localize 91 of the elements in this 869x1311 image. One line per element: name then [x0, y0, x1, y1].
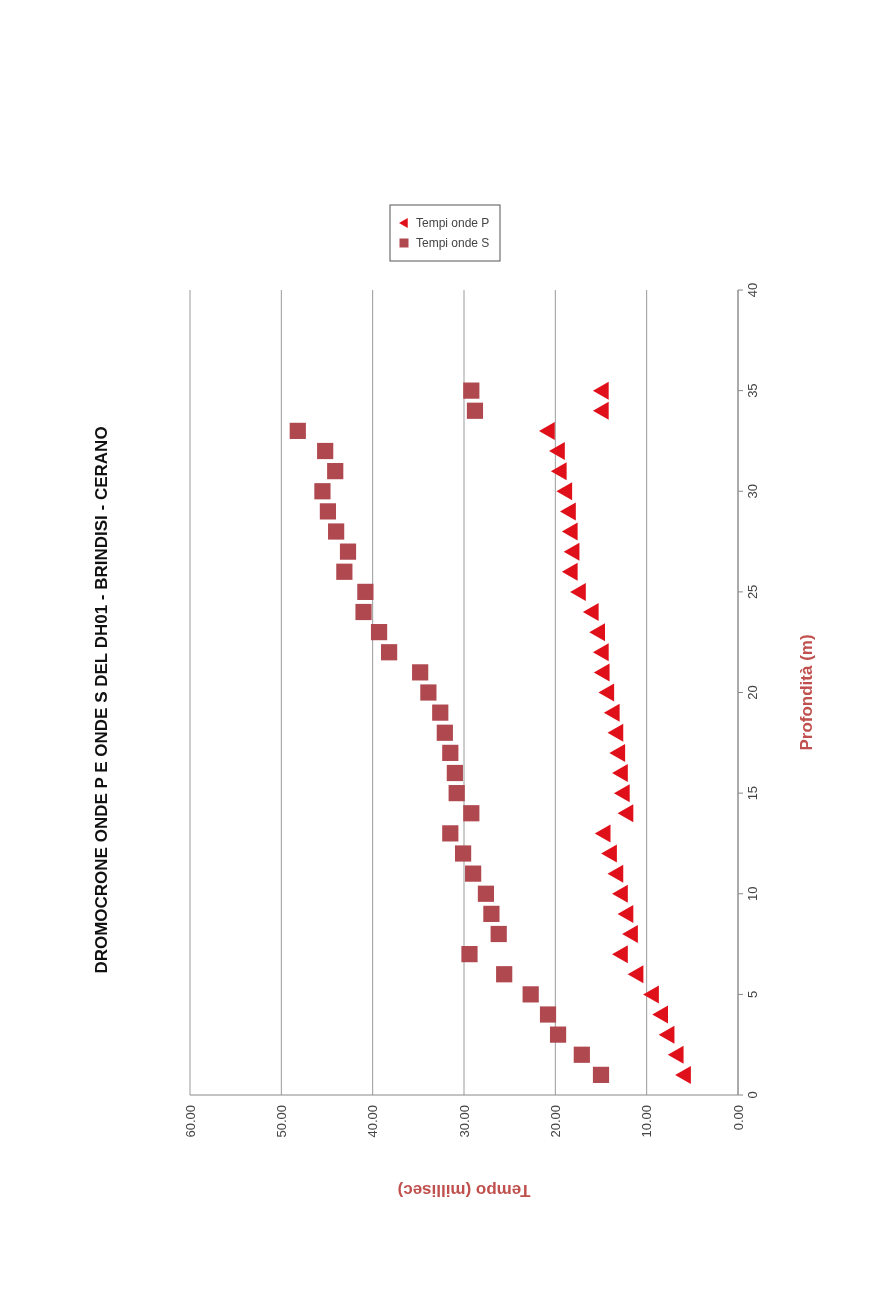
point: [658, 1025, 675, 1044]
point: [612, 764, 628, 782]
point: [328, 523, 345, 540]
x-tick-label: 30.00: [456, 1105, 472, 1138]
point: [357, 583, 374, 600]
x-tick-label: 10.00: [639, 1105, 655, 1138]
point: [609, 743, 626, 762]
point: [448, 785, 465, 802]
point: [454, 845, 472, 862]
point: [612, 945, 628, 964]
point: [592, 1066, 610, 1083]
point: [420, 684, 437, 701]
point: [446, 764, 463, 782]
point: [607, 864, 624, 883]
point: [598, 683, 615, 702]
point: [522, 986, 539, 1003]
point: [483, 905, 500, 922]
point: [339, 543, 357, 560]
point: [570, 582, 586, 601]
point: [607, 723, 624, 742]
y-tick-label: 10: [744, 886, 760, 901]
point: [652, 1005, 669, 1024]
y-axis-title: Profondità (m): [797, 634, 816, 751]
x-tick-label: 20.00: [547, 1105, 563, 1138]
y-tick-label: 30: [744, 484, 760, 499]
point: [465, 865, 482, 882]
point: [675, 1065, 691, 1084]
y-tick-label: 15: [744, 785, 760, 801]
point: [463, 805, 480, 822]
point: [539, 421, 555, 440]
point: [496, 966, 513, 983]
point: [592, 381, 609, 400]
point: [432, 704, 449, 721]
text: DROMOCRONE ONDE P E ONDE S DEL DH01 - BRINDISI - CERANO: [92, 426, 111, 974]
point: [381, 644, 398, 661]
point: [643, 985, 659, 1004]
legend-label: Tempi onde S: [416, 236, 490, 250]
point: [436, 724, 453, 741]
point: [314, 483, 331, 500]
point: [466, 402, 484, 419]
x-tick-label: 50.00: [273, 1105, 289, 1138]
point: [355, 603, 372, 621]
legend-label: Tempi onde P: [416, 216, 490, 230]
point: [317, 442, 334, 460]
point: [336, 563, 353, 580]
point: [442, 825, 459, 842]
point: [490, 925, 507, 943]
point: [327, 463, 344, 480]
point: [594, 824, 611, 843]
point: [319, 503, 337, 520]
point: [442, 744, 459, 761]
point: [560, 502, 576, 521]
point: [556, 482, 573, 501]
point: [592, 643, 609, 662]
point: [613, 784, 630, 803]
point: [622, 925, 638, 943]
point: [603, 703, 620, 722]
point: [667, 1045, 684, 1064]
point: [627, 965, 644, 984]
point: [582, 603, 599, 621]
point: [617, 904, 634, 923]
point: [617, 804, 634, 823]
y-tick-label: 20: [744, 685, 760, 700]
point: [461, 946, 478, 963]
x-tick-label: 0.00: [730, 1105, 746, 1131]
point: [601, 844, 617, 863]
point: [539, 1006, 557, 1023]
point: [463, 382, 480, 399]
x-axis-title: Tempo (millisec): [397, 1181, 531, 1200]
x-tick-label: 60.00: [182, 1105, 198, 1138]
point: [550, 462, 567, 481]
x-tick-label: 40.00: [365, 1105, 381, 1138]
point: [412, 664, 429, 681]
point: [289, 422, 306, 439]
point: [589, 623, 606, 642]
point: [573, 1046, 590, 1063]
y-tick-label: 5: [744, 990, 760, 998]
y-tick-label: 40: [744, 282, 760, 298]
y-tick-label: 35: [744, 383, 760, 398]
point: [593, 663, 610, 682]
point: [549, 442, 565, 460]
point: [561, 522, 578, 541]
y-tick-label: 25: [744, 584, 760, 600]
point: [612, 884, 628, 903]
point: [592, 401, 609, 420]
point: [477, 885, 495, 902]
point: [549, 1026, 567, 1043]
point: [370, 624, 388, 641]
y-tick-label: 0: [744, 1091, 760, 1099]
point: [563, 542, 580, 561]
point: [561, 562, 578, 581]
